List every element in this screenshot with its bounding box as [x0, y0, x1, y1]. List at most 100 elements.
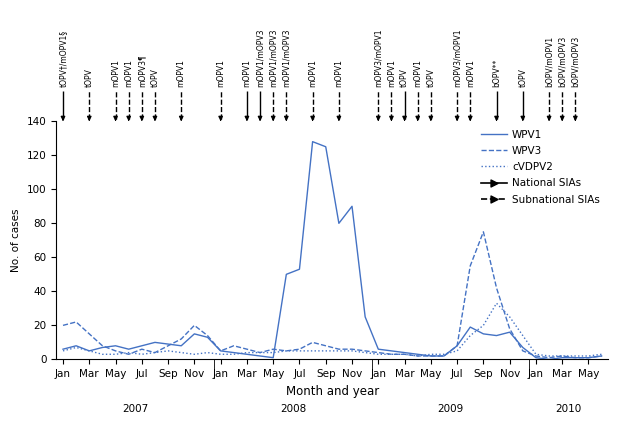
WPV1 — [427, 353, 435, 359]
WPV1 — [164, 342, 172, 347]
cVDPV2 — [532, 352, 540, 357]
WPV1 — [112, 343, 119, 349]
WPV3 — [493, 285, 500, 291]
Text: 2008: 2008 — [280, 404, 306, 414]
WPV3 — [309, 340, 317, 345]
WPV1 — [204, 335, 211, 340]
cVDPV2 — [598, 352, 606, 357]
WPV3 — [72, 320, 80, 325]
cVDPV2 — [348, 348, 356, 353]
WPV1 — [322, 144, 330, 149]
WPV3 — [480, 229, 487, 234]
WPV3 — [177, 336, 185, 342]
WPV3 — [230, 343, 238, 349]
cVDPV2 — [164, 348, 172, 353]
cVDPV2 — [466, 333, 474, 338]
WPV3 — [506, 326, 514, 331]
WPV3 — [374, 350, 382, 355]
cVDPV2 — [335, 348, 342, 353]
cVDPV2 — [506, 314, 514, 320]
WPV1 — [519, 345, 527, 350]
WPV1 — [309, 139, 317, 144]
cVDPV2 — [177, 350, 185, 355]
WPV1 — [361, 314, 369, 320]
WPV1 — [335, 221, 342, 226]
WPV3 — [59, 323, 66, 328]
WPV3 — [466, 263, 474, 268]
Text: mOPV1: mOPV1 — [177, 59, 186, 87]
cVDPV2 — [427, 352, 435, 357]
WPV1 — [598, 353, 606, 359]
cVDPV2 — [283, 348, 290, 353]
Text: mOPV1: mOPV1 — [216, 59, 225, 87]
WPV1 — [151, 340, 159, 345]
WPV1 — [230, 350, 238, 355]
Text: tOPV: tOPV — [400, 68, 409, 87]
WPV1 — [480, 331, 487, 336]
Text: bOPV**: bOPV** — [492, 59, 501, 87]
Text: mOPV1: mOPV1 — [413, 59, 422, 87]
WPV3 — [283, 348, 290, 353]
cVDPV2 — [572, 353, 579, 359]
cVDPV2 — [296, 348, 303, 353]
Text: mOPV1/mOPV3: mOPV1/mOPV3 — [269, 29, 278, 87]
WPV3 — [256, 350, 264, 355]
WPV1 — [506, 330, 514, 335]
cVDPV2 — [545, 353, 553, 359]
WPV3 — [125, 352, 132, 357]
WPV1 — [72, 343, 80, 349]
WPV1 — [348, 204, 356, 209]
WPV3 — [296, 346, 303, 352]
cVDPV2 — [585, 353, 593, 359]
Line: WPV1: WPV1 — [63, 142, 602, 359]
WPV3 — [112, 348, 119, 353]
Text: tOPV: tOPV — [85, 68, 94, 87]
WPV3 — [204, 333, 211, 338]
cVDPV2 — [309, 348, 317, 353]
WPV1 — [572, 355, 579, 360]
cVDPV2 — [125, 350, 132, 355]
WPV1 — [283, 272, 290, 277]
WPV1 — [177, 343, 185, 349]
Y-axis label: No. of cases: No. of cases — [11, 209, 21, 272]
WPV1 — [138, 343, 145, 349]
Text: 2007: 2007 — [122, 404, 149, 414]
WPV1 — [466, 324, 474, 330]
cVDPV2 — [519, 333, 527, 338]
Legend: WPV1, WPV3, cVDPV2, National SIAs, Subnational SIAs: WPV1, WPV3, cVDPV2, National SIAs, Subna… — [478, 126, 603, 208]
WPV3 — [440, 353, 448, 359]
Text: bOPV/mOPV3: bOPV/mOPV3 — [557, 36, 567, 87]
Text: bOPV/mOPV3: bOPV/mOPV3 — [571, 36, 580, 87]
Text: mOPV1: mOPV1 — [243, 59, 251, 87]
WPV3 — [572, 355, 579, 360]
WPV1 — [243, 352, 251, 357]
WPV3 — [85, 331, 93, 336]
Text: mOPV1: mOPV1 — [308, 59, 317, 87]
WPV3 — [270, 346, 277, 352]
WPV3 — [453, 343, 461, 349]
WPV1 — [191, 331, 198, 336]
WPV3 — [217, 348, 224, 353]
Text: 2010: 2010 — [556, 404, 582, 414]
WPV1 — [59, 346, 66, 352]
Text: bOPV/mOPV1: bOPV/mOPV1 — [545, 36, 554, 87]
WPV3 — [98, 343, 106, 349]
WPV3 — [322, 343, 330, 349]
WPV3 — [361, 348, 369, 353]
WPV3 — [151, 350, 159, 355]
WPV3 — [401, 352, 408, 357]
WPV3 — [191, 323, 198, 328]
cVDPV2 — [440, 352, 448, 357]
cVDPV2 — [138, 352, 145, 357]
WPV3 — [545, 355, 553, 360]
WPV1 — [98, 345, 106, 350]
X-axis label: Month and year: Month and year — [286, 385, 379, 397]
cVDPV2 — [72, 345, 80, 350]
cVDPV2 — [559, 353, 566, 359]
Text: mOPV1: mOPV1 — [124, 59, 133, 87]
WPV1 — [217, 348, 224, 353]
cVDPV2 — [493, 301, 500, 306]
Text: tOPV†/mOPV1§: tOPV†/mOPV1§ — [58, 30, 68, 87]
cVDPV2 — [217, 352, 224, 357]
cVDPV2 — [151, 350, 159, 355]
